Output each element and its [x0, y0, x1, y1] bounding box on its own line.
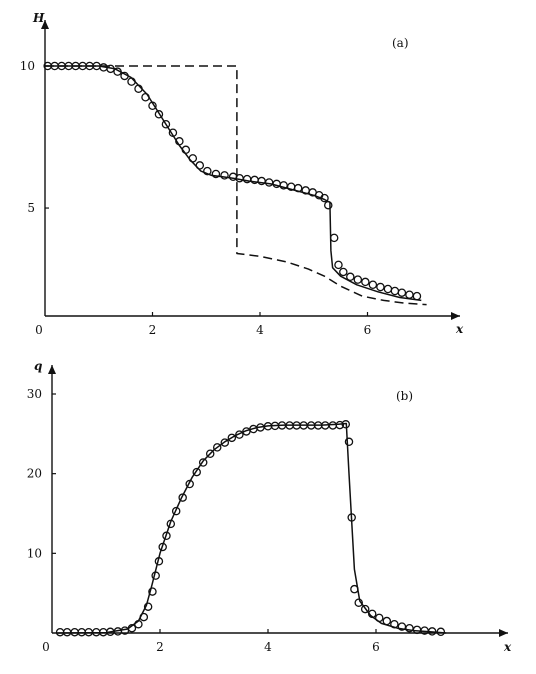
- panel-a-marker-point: [220, 171, 229, 180]
- panel-b-marker-point: [166, 519, 176, 529]
- panel-a-marker-point: [161, 119, 171, 129]
- panel-a-marker-point: [368, 280, 378, 289]
- panel-b-marker-point: [341, 420, 351, 429]
- panel-b-marker-point: [143, 602, 153, 611]
- panel-a-y-tick-label: 5: [27, 201, 35, 215]
- panel-a-label: (a): [392, 36, 409, 50]
- panel-b-marker-point: [235, 430, 244, 439]
- panel-a-marker-point: [353, 275, 363, 284]
- panel-a-marker-point: [405, 290, 414, 299]
- panel-b-y-tick-label: 10: [27, 546, 42, 560]
- panel-a-marker-point: [120, 71, 129, 81]
- panel-a-marker-point: [127, 77, 136, 86]
- panel-b-marker-point: [367, 609, 377, 619]
- panel-b-marker-point: [390, 619, 399, 629]
- panel-a-marker-point: [242, 174, 252, 184]
- panel-b-marker-point: [192, 467, 201, 477]
- panel-b-marker-point: [205, 449, 215, 458]
- panel-b-marker-point: [347, 513, 356, 522]
- panel-a: H x (a) 0 2 4 6 5 10: [20, 11, 464, 337]
- panel-a-marker-point: [412, 291, 422, 301]
- panel-a-marker-point: [329, 233, 339, 243]
- panel-a-marker-point: [339, 267, 348, 277]
- panel-b-marker-point: [171, 506, 181, 516]
- panel-a-marker-point: [106, 64, 115, 74]
- panel-a-marker-point: [168, 128, 178, 138]
- panel-b-marker-point: [344, 437, 354, 447]
- panel-b-marker-point: [350, 584, 359, 594]
- panel-b-marker-point: [397, 622, 407, 631]
- panel-b-marker-point: [162, 531, 171, 541]
- panel-b-marker-point: [436, 627, 446, 637]
- panel-b-y-tick-label: 30: [27, 387, 42, 401]
- panel-a-dashed-line: [45, 65, 427, 306]
- panel-a-x-tick-label: 2: [149, 323, 157, 337]
- panel-a-marker-point: [257, 176, 266, 186]
- panel-b-marker-point: [151, 571, 160, 580]
- panel-a-marker-point: [320, 193, 329, 203]
- panel-b-marker-point: [148, 587, 157, 596]
- panel-a-marker-point: [346, 272, 355, 282]
- panel-b-x-tick-label: 6: [372, 640, 380, 654]
- panel-b-x-axis-label: x: [503, 640, 512, 654]
- panel-a-marker-point: [397, 288, 407, 297]
- panel-b-marker-point: [374, 613, 384, 623]
- panel-b-marker-point: [154, 557, 164, 566]
- panel-a-y-tick-label: 10: [20, 59, 35, 73]
- panel-b-marker-point: [158, 542, 167, 552]
- panel-b-marker-point: [55, 627, 65, 637]
- panel-a-marker-point: [134, 84, 143, 93]
- panel-b-marker-point: [139, 612, 149, 622]
- panel-a-x-tick-label: 4: [256, 323, 264, 337]
- panel-a-marker-point: [293, 183, 303, 193]
- panel-b-x-tick-label: 0: [42, 640, 50, 654]
- panel-b-marker-point: [134, 619, 143, 629]
- panel-a-x-axis-label: x: [455, 322, 464, 336]
- panel-b-marker-point: [212, 443, 222, 452]
- panel-b-x-tick-label: 2: [156, 640, 164, 654]
- panel-b-label: (b): [396, 389, 413, 403]
- panel-b-marker-point: [427, 627, 437, 636]
- panel-a-solid-line: [45, 65, 422, 302]
- panel-b-marker-point: [335, 420, 345, 430]
- panel-a-y-axis-label: H: [32, 11, 45, 25]
- panel-b-marker-point: [328, 421, 338, 430]
- panel-a-marker-point: [376, 282, 385, 292]
- panel-b-solid-line: [57, 422, 447, 634]
- panel-a-marker-point: [175, 137, 184, 146]
- panel-a-marker-point: [324, 200, 333, 210]
- panel-b-marker-point: [382, 616, 392, 626]
- panel-b-marker-point: [178, 493, 187, 502]
- panel-a-marker-point: [148, 101, 157, 111]
- panel-b-marker-point: [220, 438, 230, 447]
- panel-a-marker-point: [383, 284, 393, 294]
- panel-b-marker-point: [405, 623, 414, 633]
- panel-a-marker-point: [211, 169, 221, 179]
- panel-b-y-axis-label: q: [34, 359, 42, 373]
- panel-a-marker-point: [113, 67, 122, 76]
- panel-a-marker-point: [195, 161, 205, 170]
- panel-a-marker-point: [181, 145, 191, 155]
- panel-b-marker-point: [227, 433, 237, 443]
- panel-b-marker-point: [127, 623, 137, 633]
- panel-a-marker-point: [272, 179, 281, 189]
- panel-b-marker-point: [185, 479, 194, 489]
- panel-a-marker-point: [203, 166, 212, 176]
- panel-a-marker-point: [188, 154, 198, 163]
- panel-b-marker-point: [354, 598, 363, 607]
- panel-a-marker-point: [334, 260, 343, 270]
- panel-b-marker-point: [198, 458, 208, 467]
- panel-b-y-tick-label: 20: [27, 467, 42, 481]
- panel-a-marker-point: [264, 178, 274, 187]
- panel-a-marker-point: [154, 110, 164, 119]
- panel-a-marker-point: [361, 277, 370, 287]
- panel-a-x-tick-label: 0: [35, 323, 43, 337]
- panel-a-x-tick-label: 6: [364, 323, 372, 337]
- panel-b-marker-point: [360, 604, 370, 614]
- panel-a-marker-point: [141, 93, 150, 102]
- panel-b: q x (b) 0 2 4 6 10 20 30: [27, 359, 512, 654]
- panel-b-x-tick-label: 4: [264, 640, 272, 654]
- panel-a-marker-point: [390, 286, 400, 296]
